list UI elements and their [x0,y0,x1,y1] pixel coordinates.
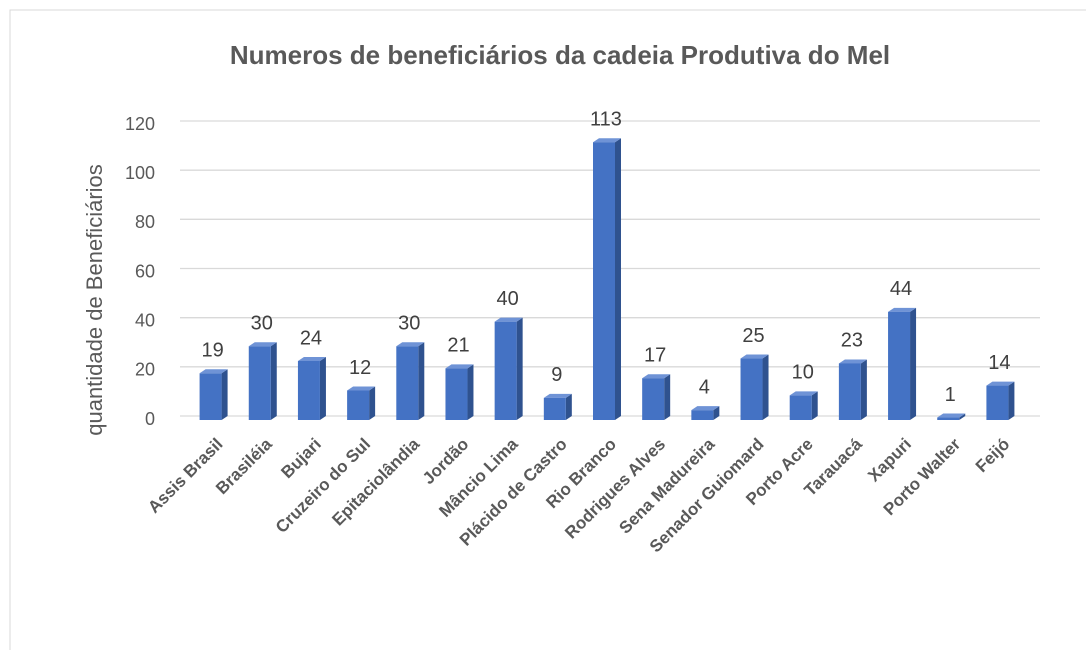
data-label: 4 [699,376,710,398]
data-label: 40 [497,288,519,310]
bar-side [959,413,966,420]
bar [838,363,861,420]
bar [986,385,1009,420]
bar-side [860,359,867,420]
bar-top [642,374,671,379]
data-label: 9 [551,364,562,386]
y-tick-label: 60 [135,261,155,281]
y-tick-label: 20 [135,360,155,380]
data-label: 19 [201,340,223,362]
bar [888,311,911,420]
bar-top [593,138,621,143]
bar [740,358,763,420]
bar-top [199,369,228,374]
bar-side [319,357,326,420]
data-label: 10 [792,362,814,384]
bar-side [565,393,572,420]
bar-side [516,317,523,420]
y-tick-label: 120 [125,114,155,134]
y-tick-label: 100 [125,163,155,183]
bar [297,361,320,420]
bar [396,346,419,420]
y-tick-label: 40 [135,310,155,330]
bar [494,321,517,420]
bar-top [445,364,474,369]
bar-top [543,393,572,398]
bar-top [838,359,867,364]
data-label: 44 [890,278,912,300]
data-label: 30 [398,313,420,335]
data-label: 12 [349,357,371,379]
chart-border [9,9,1086,650]
data-label: 17 [644,344,666,366]
bar-top [888,307,917,312]
bar-side [270,342,277,420]
data-label: 1 [945,384,956,406]
bar-side [467,364,474,420]
bar-side [221,369,228,420]
bar [543,397,566,420]
bar [691,410,714,420]
data-label: 21 [447,335,469,357]
bar-top [347,386,376,391]
chart-title: Numeros de beneficiários da cadeia Produ… [230,40,890,70]
bar-side [615,138,621,421]
bar-top [986,381,1015,386]
data-label: 23 [841,330,863,352]
bar-side [713,406,720,420]
bar-side [369,386,376,420]
bar-side [910,307,917,420]
bar [445,368,468,420]
bar-top [691,406,720,411]
data-label: 14 [988,352,1010,374]
y-axis-label: quantidade de Beneficiários [82,164,107,436]
data-label: 113 [590,108,622,130]
bar [937,417,960,420]
bar-top [396,342,425,347]
bar [248,346,271,420]
bar [789,395,812,420]
bar-side [664,374,671,420]
y-tick-label: 80 [135,212,155,232]
bar-side [1008,381,1015,420]
bar [593,142,615,421]
bar [642,378,665,420]
bar [199,373,222,420]
y-tick-label: 0 [145,409,155,429]
bar-top [789,391,818,396]
data-label: 24 [300,327,322,349]
bar-top [740,354,769,359]
bar-top [248,342,277,347]
bar-side [762,354,769,420]
bar-side [811,391,818,420]
bar [347,390,370,420]
bar-side [418,342,425,420]
data-label: 30 [251,313,273,335]
data-label: 25 [742,325,764,347]
bar-top [494,317,523,322]
bar-top [297,357,326,361]
bar-top [937,413,966,418]
